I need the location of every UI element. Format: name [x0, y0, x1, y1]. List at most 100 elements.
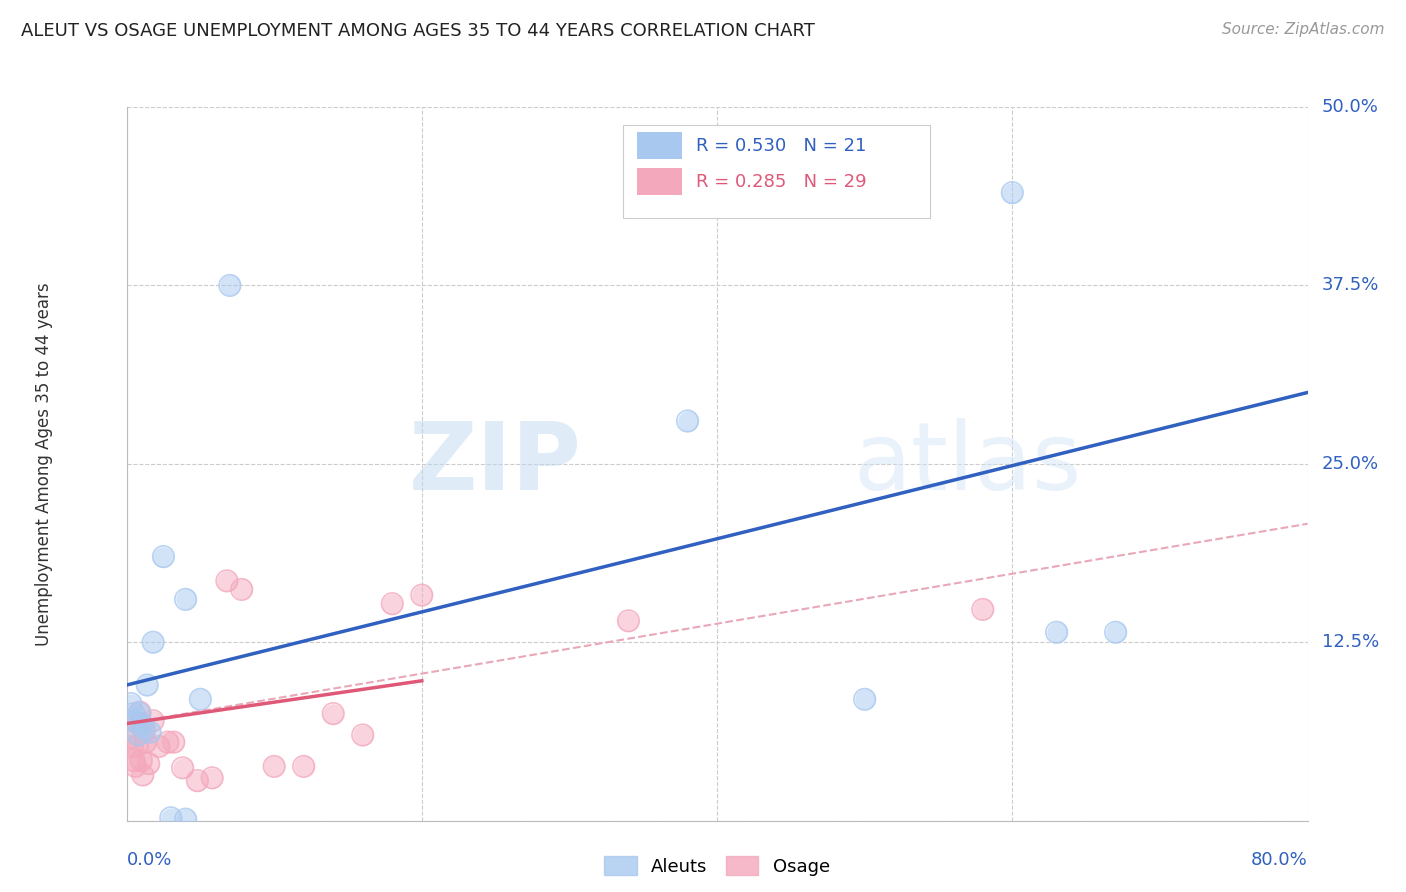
Point — [138, 756, 160, 771]
Text: ZIP: ZIP — [408, 417, 581, 510]
Point — [129, 754, 153, 768]
Point — [128, 706, 150, 721]
Point — [129, 716, 153, 731]
Point — [156, 735, 179, 749]
Point — [1105, 625, 1128, 640]
Point — [134, 725, 156, 739]
Text: 25.0%: 25.0% — [1322, 455, 1379, 473]
Point — [128, 705, 150, 719]
Point — [138, 756, 160, 771]
Point — [132, 768, 155, 782]
Point — [172, 761, 194, 775]
Point — [120, 731, 142, 745]
Point — [292, 759, 315, 773]
Point — [163, 735, 186, 749]
Point — [125, 739, 148, 754]
Point — [292, 759, 315, 773]
Point — [142, 635, 165, 649]
Point — [972, 602, 994, 616]
Point — [231, 582, 253, 597]
Point — [134, 721, 156, 735]
Text: 12.5%: 12.5% — [1322, 633, 1379, 651]
Point — [139, 725, 162, 739]
Point — [676, 414, 699, 428]
Point — [120, 697, 142, 711]
Point — [174, 812, 197, 826]
Point — [219, 278, 242, 293]
Point — [972, 602, 994, 616]
Point — [1045, 625, 1069, 640]
Point — [215, 574, 238, 588]
Point — [1001, 186, 1024, 200]
Point — [121, 739, 143, 754]
Text: 0.0%: 0.0% — [127, 851, 172, 869]
Point — [134, 721, 156, 735]
Point — [142, 635, 165, 649]
Text: 50.0%: 50.0% — [1322, 98, 1379, 116]
Point — [136, 678, 159, 692]
Point — [1105, 625, 1128, 640]
FancyBboxPatch shape — [623, 125, 929, 218]
Point — [201, 771, 224, 785]
Point — [411, 588, 433, 602]
Point — [617, 614, 640, 628]
Point — [129, 716, 153, 731]
Point — [124, 759, 146, 773]
Point — [215, 574, 238, 588]
Point — [128, 706, 150, 721]
Point — [381, 597, 404, 611]
Point — [125, 739, 148, 754]
Point — [121, 739, 143, 754]
Text: 80.0%: 80.0% — [1251, 851, 1308, 869]
Point — [188, 692, 211, 706]
Point — [136, 678, 159, 692]
Point — [156, 735, 179, 749]
Point — [124, 714, 146, 728]
Point — [352, 728, 374, 742]
Point — [676, 414, 699, 428]
Point — [263, 759, 285, 773]
Point — [352, 728, 374, 742]
Point — [381, 597, 404, 611]
Point — [231, 582, 253, 597]
Point — [152, 549, 174, 564]
Point — [127, 716, 149, 731]
Point — [139, 725, 162, 739]
Point — [122, 754, 145, 768]
Point — [134, 725, 156, 739]
Point — [120, 697, 142, 711]
Point — [142, 714, 165, 728]
Point — [188, 692, 211, 706]
Point — [174, 592, 197, 607]
Point — [122, 754, 145, 768]
Point — [617, 614, 640, 628]
Point — [172, 761, 194, 775]
Text: R = 0.285   N = 29: R = 0.285 N = 29 — [696, 173, 866, 191]
Text: R = 0.530   N = 21: R = 0.530 N = 21 — [696, 137, 866, 155]
Point — [148, 739, 170, 754]
Point — [132, 768, 155, 782]
Point — [122, 706, 145, 721]
FancyBboxPatch shape — [637, 168, 682, 194]
Point — [127, 728, 149, 742]
Point — [186, 773, 208, 788]
Point — [1001, 186, 1024, 200]
Legend: Aleuts, Osage: Aleuts, Osage — [598, 849, 837, 883]
Point — [163, 735, 186, 749]
Text: atlas: atlas — [853, 417, 1081, 510]
Point — [174, 812, 197, 826]
Point — [159, 811, 183, 825]
Point — [148, 739, 170, 754]
Point — [201, 771, 224, 785]
Point — [411, 588, 433, 602]
Point — [322, 706, 344, 721]
FancyBboxPatch shape — [637, 132, 682, 159]
Point — [124, 759, 146, 773]
Point — [186, 773, 208, 788]
Point — [219, 278, 242, 293]
Point — [128, 705, 150, 719]
Text: 37.5%: 37.5% — [1322, 277, 1379, 294]
Text: Unemployment Among Ages 35 to 44 years: Unemployment Among Ages 35 to 44 years — [35, 282, 53, 646]
Point — [129, 754, 153, 768]
Point — [142, 714, 165, 728]
